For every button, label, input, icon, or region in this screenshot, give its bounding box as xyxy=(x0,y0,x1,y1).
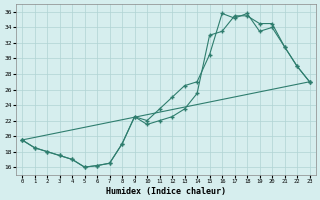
X-axis label: Humidex (Indice chaleur): Humidex (Indice chaleur) xyxy=(106,187,226,196)
